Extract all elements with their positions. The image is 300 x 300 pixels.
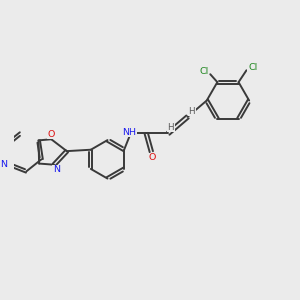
Text: N: N	[0, 160, 7, 169]
Text: O: O	[48, 130, 55, 139]
Text: O: O	[148, 153, 156, 162]
Text: Cl: Cl	[248, 63, 257, 72]
Text: NH: NH	[122, 128, 136, 137]
Text: H: H	[188, 107, 195, 116]
Text: Cl: Cl	[200, 68, 209, 76]
Text: N: N	[53, 165, 60, 174]
Text: H: H	[167, 123, 174, 132]
